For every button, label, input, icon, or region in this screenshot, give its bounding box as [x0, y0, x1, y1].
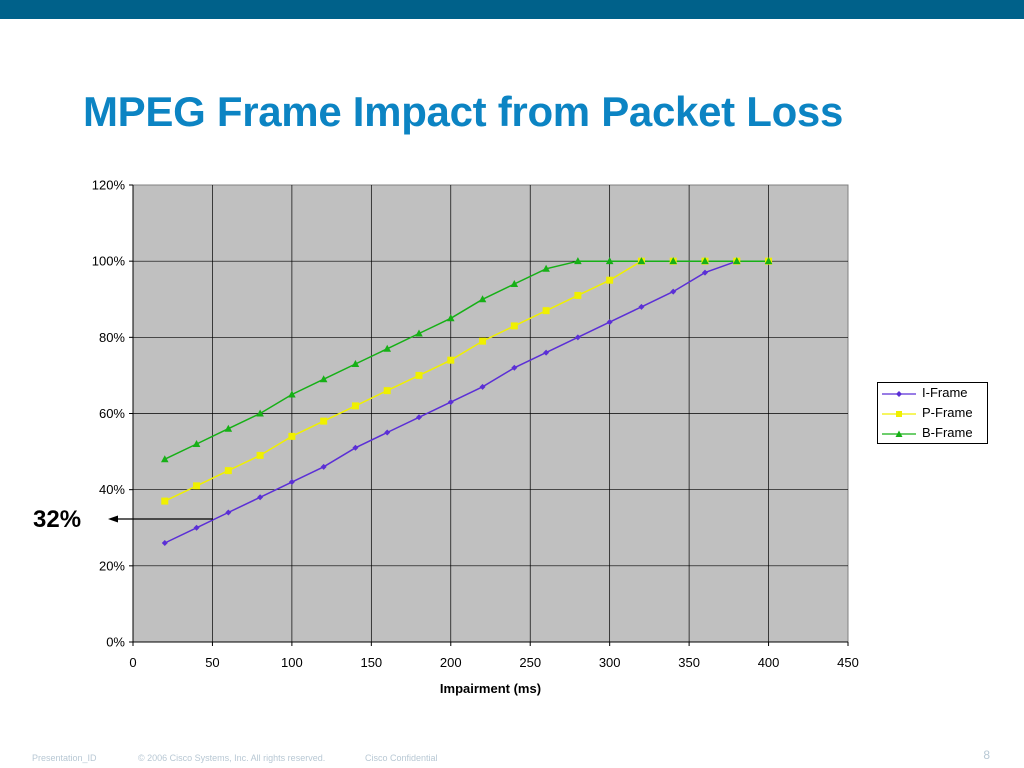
data-point-p-frame [479, 337, 487, 345]
y-tick-label: 0% [106, 635, 125, 650]
data-point-p-frame [224, 467, 232, 475]
data-point-i-frame [384, 429, 391, 436]
data-point-b-frame [319, 375, 328, 383]
data-point-i-frame [638, 303, 645, 310]
data-point-b-frame [415, 329, 423, 337]
data-point-b-frame [732, 257, 741, 265]
data-point-b-frame [764, 257, 773, 265]
data-point-i-frame [670, 288, 677, 295]
data-point-i-frame [352, 444, 359, 451]
y-tick-label: 100% [92, 254, 126, 269]
data-point-p-frame [447, 356, 455, 364]
x-tick-label: 100 [281, 655, 303, 670]
x-tick-label: 300 [599, 655, 621, 670]
data-point-p-frame [288, 432, 296, 440]
data-point-i-frame [225, 509, 232, 516]
x-tick-label: 450 [837, 655, 859, 670]
y-tick-label: 40% [99, 482, 125, 497]
data-point-b-frame [160, 455, 169, 463]
data-point-p-frame [351, 402, 359, 410]
data-point-b-frame [192, 439, 201, 447]
data-point-i-frame [257, 494, 264, 501]
data-point-p-frame [606, 276, 614, 284]
legend-label-p-frame: P-Frame [922, 405, 973, 420]
callout-arrowhead [108, 515, 118, 523]
y-tick-label: 80% [99, 330, 125, 345]
legend-item-i-frame: I-Frame [882, 384, 987, 404]
data-point-b-frame [478, 295, 487, 303]
legend-item-b-frame: B-Frame [882, 424, 987, 444]
slide-title: MPEG Frame Impact from Packet Loss [83, 88, 844, 135]
y-tick-label: 60% [99, 406, 125, 421]
page-number: 8 [983, 748, 990, 762]
data-point-i-frame [161, 539, 168, 546]
diamond-marker-icon [882, 391, 916, 397]
data-point-b-frame [605, 257, 614, 265]
legend-label-b-frame: B-Frame [922, 425, 973, 440]
x-tick-label: 350 [678, 655, 700, 670]
data-point-b-frame [351, 359, 360, 367]
data-point-b-frame [542, 264, 550, 272]
data-point-b-frame [256, 409, 264, 417]
data-point-b-frame [383, 344, 392, 352]
x-tick-label: 0 [129, 655, 136, 670]
series-line-i-frame [164, 260, 769, 544]
y-tick-label: 20% [99, 558, 125, 573]
data-point-b-frame [701, 257, 709, 265]
data-point-i-frame [479, 383, 486, 390]
legend-item-p-frame: P-Frame [882, 404, 987, 424]
square-marker-icon [882, 411, 916, 417]
data-point-b-frame [669, 257, 678, 265]
x-tick-label: 250 [519, 655, 541, 670]
triangle-marker-icon [882, 430, 916, 437]
data-point-p-frame [161, 497, 169, 505]
data-point-p-frame [574, 291, 582, 299]
data-point-i-frame [288, 479, 295, 486]
footer-copyright: © 2006 Cisco Systems, Inc. All rights re… [138, 753, 326, 763]
footer-presentation-id: Presentation_ID [32, 753, 97, 763]
footer-confidential: Cisco Confidential [365, 753, 438, 763]
data-point-i-frame [543, 349, 550, 356]
data-point-p-frame [510, 322, 518, 330]
data-point-i-frame [193, 524, 200, 531]
data-point-p-frame [193, 482, 201, 490]
data-point-p-frame [415, 371, 423, 379]
x-axis-label: Impairment (ms) [440, 681, 541, 696]
data-point-i-frame [447, 399, 454, 406]
data-point-b-frame [637, 257, 646, 265]
legend-label-i-frame: I-Frame [922, 385, 968, 400]
data-point-b-frame [288, 390, 296, 398]
series-line-b-frame [164, 260, 769, 460]
data-point-p-frame [383, 387, 391, 395]
data-point-p-frame [256, 451, 264, 459]
data-point-i-frame [702, 269, 708, 276]
x-tick-label: 50 [205, 655, 219, 670]
data-point-b-frame [510, 280, 519, 288]
data-point-i-frame [511, 364, 518, 371]
data-point-i-frame [574, 334, 581, 341]
x-tick-label: 400 [758, 655, 780, 670]
x-tick-label: 150 [360, 655, 382, 670]
callout-label: 32% [33, 506, 82, 533]
data-point-i-frame [416, 414, 422, 421]
data-point-b-frame [574, 257, 582, 265]
chart-legend: I-Frame P-Frame B-Frame [877, 382, 988, 444]
data-point-b-frame [224, 424, 233, 432]
data-point-p-frame [320, 417, 328, 425]
x-tick-label: 200 [440, 655, 462, 670]
header-bar [0, 0, 1024, 19]
data-point-i-frame [606, 319, 613, 326]
data-point-p-frame [542, 307, 550, 315]
data-point-b-frame [446, 314, 455, 322]
data-point-i-frame [320, 463, 327, 470]
y-tick-label: 120% [92, 178, 126, 193]
